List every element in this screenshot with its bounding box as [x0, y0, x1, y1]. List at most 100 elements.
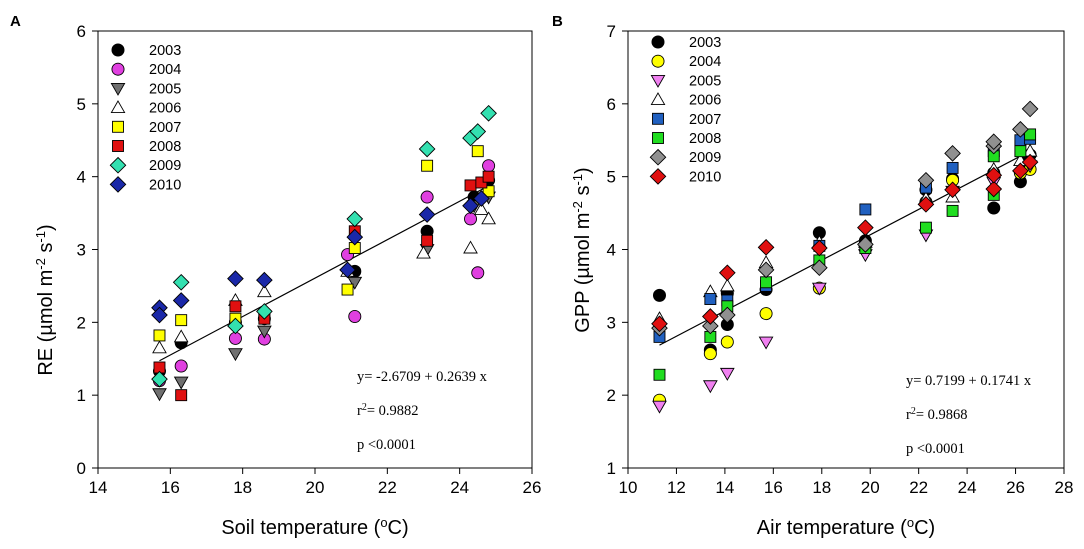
panel-b-xlabel-part-2: C) [914, 517, 935, 539]
panel-b-point-2010-6 [917, 196, 935, 213]
panel-b-legend-label-2004: 2004 [689, 54, 721, 70]
panel-b-point-2004-1 [703, 347, 717, 361]
panel-a-x-tick-label-5: 24 [450, 478, 469, 497]
panel-b-point-2008-3 [760, 276, 773, 289]
panel-b-legend-label-2006: 2006 [689, 93, 721, 109]
panel-a-ylabel-sup-1: -2 [33, 258, 48, 270]
panel-a-point-2006-0 [152, 340, 167, 354]
panel-b-ylabel-sup-2: -1 [570, 174, 585, 186]
panel-a-point-2007-8 [482, 185, 495, 198]
panel-b-point-2005-2 [719, 367, 735, 381]
panel-a-point-2008-1 [175, 389, 188, 402]
panel-a-r-squared: r2= 0.9882 [357, 402, 419, 420]
panel-a-x-tick-label-1: 16 [161, 478, 180, 497]
panel-a-point-2010-4 [256, 271, 273, 289]
panel-a-legend-label-2005: 2005 [149, 81, 181, 97]
panel-a-point-2008-5 [421, 234, 434, 247]
panel-a-frame [97, 30, 533, 469]
panel-a-ylabel-sup-2: -1 [33, 231, 48, 243]
panel-a-point-2004-8 [471, 266, 485, 280]
panel-a-legend-marker-2006 [110, 100, 126, 114]
panel-b-legend-marker-2006 [650, 92, 666, 106]
panel-b-point-2003-9 [987, 201, 1001, 215]
panel-a-point-2008-6 [464, 179, 477, 192]
panel-a-legend-marker-2004 [111, 62, 125, 76]
panel-b-y-tick-label-4: 5 [607, 168, 616, 187]
panel-a-xlabel-part-1: Soil temperature ( [221, 517, 380, 539]
panel-b-x-tick-label-9: 28 [1055, 478, 1074, 497]
panel-b-legend-label-2009: 2009 [689, 150, 721, 166]
panel-b-x-axis-title: Air temperature (oC) [757, 515, 935, 540]
panel-a-point-2007-7 [471, 145, 484, 158]
panel-b-point-2004-3 [759, 307, 773, 321]
panel-b-point-2009-6 [917, 171, 935, 189]
panel-b-point-2008-6 [919, 221, 932, 234]
panel-b-y-tick-label-3: 4 [607, 241, 616, 260]
panel-a-legend-marker-2005 [110, 82, 126, 96]
panel-b-xlabel-part-1: Air temperature ( [757, 517, 907, 539]
panel-b-legend-label-2008: 2008 [689, 131, 721, 147]
panel-b-point-2010-11 [1021, 153, 1039, 171]
panel-a-point-2004-5 [348, 310, 362, 324]
panel-a-point-2009-5 [418, 140, 436, 158]
panel-a-point-2010-3 [227, 270, 244, 287]
panel-a-point-2009-4 [346, 210, 364, 228]
panel-a-y-axis-title: RE (µmol m-2 s-1) [33, 224, 58, 375]
panel-a-point-2010-2 [172, 292, 190, 309]
panel-a-y-tick-label-5: 5 [77, 95, 86, 114]
panel-b-points [651, 100, 1039, 414]
panel-a-fit-line [159, 185, 489, 362]
panel-a-y-tick-label-2: 2 [77, 313, 86, 332]
panel-b-legend-label-2010: 2010 [689, 169, 721, 185]
panel-a-x-axis-title: Soil temperature (oC) [221, 515, 408, 540]
panel-b-point-2005-0 [652, 400, 667, 414]
panel-b-legend-label-2003: 2003 [689, 35, 721, 51]
panel-a-point-2010-5 [339, 261, 356, 279]
panel-a-y-tick-label-1: 1 [77, 386, 86, 405]
panel-a-point-2005-1 [173, 376, 189, 390]
panel-a-point-2006-8 [481, 211, 496, 225]
panel-a-x-tick-label-3: 20 [306, 478, 325, 497]
panel-b-y-tick-label-1: 2 [607, 386, 616, 405]
panel-b-r2-value: = 0.9868 [916, 407, 968, 423]
panel-b-x-tick-label-4: 18 [812, 478, 831, 497]
panel-a-point-2006-1 [173, 329, 189, 343]
panel-a-point-2010-6 [346, 228, 364, 246]
panel-a-y-tick-label-0: 0 [77, 459, 86, 478]
panel-b-ylabel-part-2: s [572, 186, 594, 202]
panel-b-point-2010-9 [985, 166, 1003, 184]
panel-a-point-2010-1 [151, 306, 168, 324]
panel-label-b: B [552, 13, 563, 30]
panel-a-x-tick-label-2: 18 [233, 478, 252, 497]
panel-a-point-2006-7 [473, 201, 489, 215]
panel-b-legend-marker-2004 [651, 54, 665, 68]
panel-b-point-2010-7 [944, 181, 961, 199]
panel-a-p-value: p <0.0001 [357, 437, 416, 453]
panel-a-legend-label-2008: 2008 [149, 139, 181, 155]
panel-b-point-2010-3 [757, 238, 775, 256]
panel-a-y-tick-label-3: 3 [77, 241, 86, 260]
panel-b-legend-marker-2003 [651, 35, 665, 49]
panel-b-point-2010-8 [985, 180, 1003, 198]
panel-b-point-2007-7 [946, 161, 959, 174]
panel-a-point-2009-1 [172, 273, 190, 291]
panel-a-point-2004-6 [420, 190, 434, 204]
panel-b-point-2008-7 [946, 204, 959, 217]
panel-a-r2-prefix: r [357, 403, 362, 419]
panel-a-tick-labels: 14 16 18 20 22 24 26 0 1 2 3 4 5 6 [77, 22, 542, 497]
panel-a-point-2005-0 [152, 388, 167, 402]
panel-b-y-axis-title: GPP (µmol m-2 s-1) [570, 167, 595, 332]
panel-a-point-2009-0 [151, 370, 168, 388]
panel-b-legend-label-2005: 2005 [689, 73, 721, 89]
panel-a-point-2010-7 [418, 206, 436, 223]
panel-a-legend: 2003 2004 2005 2006 2007 2008 2009 2010 [109, 43, 181, 193]
panel-b-equation: y= 0.7199 + 0.1741 x [906, 373, 1032, 389]
panel-b-x-tick-label-2: 14 [715, 478, 734, 497]
panel-b-point-2010-5 [857, 219, 874, 236]
panel-a-legend-marker-2003 [111, 43, 125, 57]
panel-a-point-2004-1 [174, 359, 188, 373]
panel-a-point-2010-8 [462, 197, 479, 215]
panel-b-point-2009-5 [857, 236, 874, 253]
panel-b-point-2009-11 [1021, 100, 1039, 118]
